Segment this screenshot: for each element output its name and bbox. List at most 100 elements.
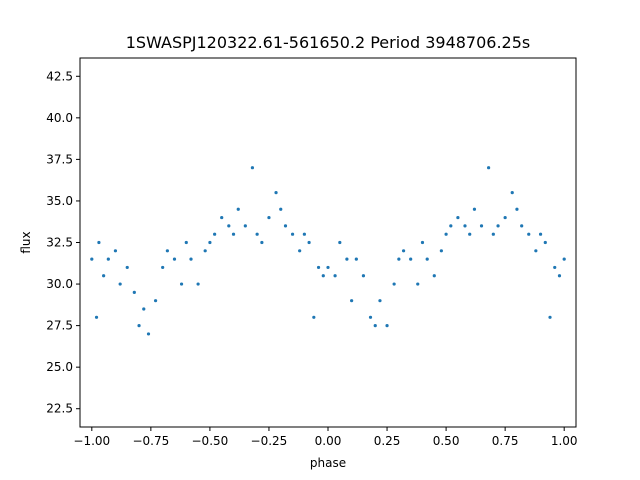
data-point (316, 265, 321, 270)
data-point (503, 215, 507, 220)
x-tick-label: 0.50 (433, 434, 460, 448)
data-point (444, 232, 448, 236)
data-point (510, 191, 514, 195)
data-point (373, 324, 377, 328)
data-point (90, 257, 94, 261)
data-point (368, 315, 373, 319)
y-tick-label: 27.5 (46, 319, 73, 333)
data-point (132, 290, 136, 294)
data-point (472, 207, 477, 211)
data-point (146, 332, 151, 336)
data-point (208, 240, 212, 245)
data-point (534, 249, 538, 253)
data-point (463, 224, 467, 228)
data-point (338, 240, 342, 245)
data-point (520, 224, 524, 228)
x-tick-label: −0.50 (192, 434, 229, 448)
data-point (153, 299, 158, 303)
data-point (420, 240, 425, 245)
data-point (161, 265, 165, 270)
data-point (326, 265, 330, 270)
data-point (557, 274, 562, 278)
data-point (543, 240, 547, 245)
data-point (267, 215, 271, 220)
data-point (456, 215, 460, 220)
data-point (213, 232, 217, 236)
data-point (562, 257, 566, 261)
y-axis-label: flux (19, 231, 33, 253)
data-point (142, 307, 146, 311)
data-point (350, 299, 354, 303)
data-point (137, 324, 141, 328)
data-point (97, 240, 101, 245)
data-point (113, 249, 118, 253)
data-point (361, 274, 366, 278)
data-point (250, 166, 255, 170)
data-point (283, 224, 288, 228)
data-point (321, 274, 325, 278)
data-point (487, 166, 491, 170)
x-tick-label: 0.00 (315, 434, 342, 448)
data-point (432, 274, 436, 278)
data-point (548, 315, 552, 319)
data-point (392, 282, 396, 286)
y-axis-ticks: 22.5 25.0 27.5 30.0 32.5 35.0 37.5 40.0 42.5 (46, 69, 80, 416)
data-point (307, 240, 311, 245)
data-point (165, 249, 169, 253)
data-point (290, 232, 295, 236)
data-point (125, 265, 129, 270)
y-tick-label: 40.0 (46, 111, 73, 125)
data-point (179, 282, 184, 286)
data-point (385, 324, 389, 328)
y-tick-label: 30.0 (46, 277, 73, 291)
data-point (491, 232, 495, 236)
chart-title: 1SWASPJ120322.61-561650.2 Period 3948706… (126, 33, 531, 52)
data-point (496, 224, 500, 228)
data-point (236, 207, 240, 211)
data-point (189, 257, 193, 261)
data-point (312, 315, 316, 319)
data-point (449, 224, 453, 228)
data-point (102, 274, 106, 278)
data-point (227, 224, 231, 228)
data-points (90, 166, 566, 336)
data-point (378, 299, 382, 303)
data-point (409, 257, 413, 261)
data-point (203, 249, 207, 253)
data-point (184, 240, 188, 245)
y-tick-label: 37.5 (46, 152, 73, 166)
data-point (94, 315, 99, 319)
data-point (255, 232, 259, 236)
data-point (538, 232, 543, 236)
plot-frame (79, 57, 577, 428)
y-tick-label: 32.5 (46, 236, 73, 250)
data-point (279, 207, 283, 211)
data-point (220, 215, 224, 220)
x-tick-label: 0.75 (492, 434, 519, 448)
data-point (118, 282, 122, 286)
x-tick-label: −0.75 (132, 434, 169, 448)
y-tick-label: 42.5 (46, 69, 73, 83)
data-point (243, 224, 247, 228)
x-axis-label: phase (310, 456, 346, 470)
x-axis-ticks: −1.00 −0.75 −0.50 −0.25 0.00 0.25 0.50 0.75 1.00 (73, 427, 578, 448)
data-point (172, 257, 177, 261)
data-point (468, 232, 472, 236)
data-point (479, 224, 484, 228)
x-tick-label: 0.25 (374, 434, 401, 448)
x-tick-label: −1.00 (73, 434, 110, 448)
data-point (274, 191, 278, 195)
data-point (196, 282, 200, 286)
data-point (401, 249, 406, 253)
data-point (397, 257, 401, 261)
data-point (416, 282, 420, 286)
data-point (333, 274, 337, 278)
data-point (298, 249, 302, 253)
data-point (231, 232, 236, 236)
x-tick-label: −0.25 (251, 434, 288, 448)
y-tick-label: 25.0 (46, 360, 73, 374)
data-point (260, 240, 264, 245)
data-point (425, 257, 429, 261)
data-point (553, 265, 557, 270)
y-tick-label: 22.5 (46, 402, 73, 416)
